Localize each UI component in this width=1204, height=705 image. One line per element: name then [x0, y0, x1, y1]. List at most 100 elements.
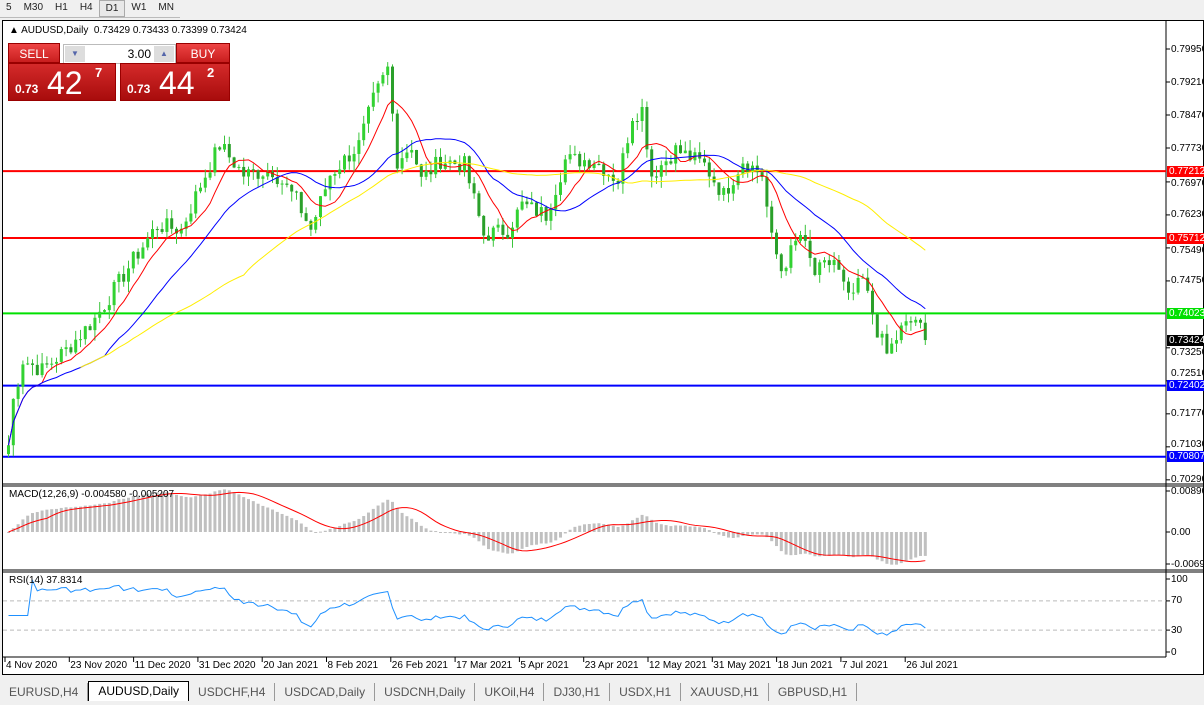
chart-tab[interactable]: USDCNH,Daily: [375, 683, 476, 701]
macd-histogram-bar: [391, 501, 394, 532]
macd-histogram-bar: [592, 523, 596, 532]
macd-histogram-bar: [914, 532, 918, 558]
lot-value[interactable]: 3.00: [127, 47, 151, 61]
candle-body: [823, 260, 826, 263]
macd-histogram-bar: [808, 532, 812, 555]
timeframe-H4[interactable]: H4: [79, 2, 93, 13]
candle-body: [131, 251, 135, 269]
candle-body: [79, 339, 82, 341]
candle-body: [93, 317, 97, 331]
candle-body: [391, 66, 394, 114]
candle-body: [347, 155, 351, 162]
macd-histogram-bar: [645, 516, 649, 532]
macd-histogram-bar: [525, 532, 529, 547]
candle-body: [880, 333, 884, 338]
date-tick-label: 23 Apr 2021: [584, 660, 639, 671]
macd-histogram-bar: [803, 532, 807, 554]
candle-body: [549, 209, 553, 221]
candle-body: [683, 150, 687, 154]
chart-tab[interactable]: USDCHF,H4: [189, 683, 276, 701]
candle-body: [323, 189, 327, 197]
macd-histogram-bar: [856, 532, 860, 557]
collapse-triangle-icon[interactable]: ▲: [9, 25, 22, 36]
date-tick-label: 26 Feb 2021: [391, 660, 448, 671]
chart-title: ▲ AUDUSD,Daily 0.73429 0.73433 0.73399 0…: [9, 25, 247, 36]
timeframe-M30[interactable]: M30: [23, 2, 44, 13]
buy-price-pips: 44: [159, 65, 195, 101]
date-tick-label: 31 May 2021: [713, 660, 772, 671]
timeframe-H1[interactable]: H1: [55, 2, 68, 13]
hline-price-tag: 0.75712: [1167, 232, 1204, 244]
macd-histogram-bar: [203, 494, 207, 532]
candle-body: [559, 182, 562, 195]
lot-decrease-icon[interactable]: ▼: [65, 46, 85, 62]
one-click-trading-panel: SELL ▼ 3.00 ▲ BUY 0.73 42 7 0.73 44 2: [8, 43, 230, 101]
lot-size-input[interactable]: ▼ 3.00 ▲: [63, 44, 176, 64]
timeframe-MN[interactable]: MN: [158, 2, 174, 13]
candle-body: [7, 445, 10, 455]
macd-histogram-bar: [847, 532, 850, 557]
macd-histogram-bar: [165, 492, 169, 532]
macd-histogram-bar: [832, 532, 836, 555]
macd-histogram-bar: [45, 509, 49, 532]
timeframe-D1[interactable]: D1: [98, 0, 126, 17]
macd-histogram-bar: [640, 514, 644, 532]
macd-histogram-bar: [251, 501, 255, 532]
price-tick-label: 0.71770: [1171, 408, 1204, 420]
price-tick-label: 0.72510: [1171, 368, 1204, 380]
macd-histogram-bar: [688, 526, 692, 532]
ma-yellow-line: [80, 161, 926, 368]
macd-histogram-bar: [74, 506, 78, 532]
macd-histogram-bar: [131, 495, 135, 532]
buy-button[interactable]: BUY: [176, 43, 230, 63]
macd-histogram-bar: [155, 492, 159, 532]
macd-histogram-bar: [506, 532, 510, 554]
timeframe-W1[interactable]: W1: [131, 2, 147, 13]
candle-body: [31, 363, 34, 365]
candle-body: [419, 164, 423, 177]
lot-increase-icon[interactable]: ▲: [154, 46, 174, 62]
candle-body: [890, 343, 894, 354]
chart-tab[interactable]: XAUUSD,H1: [681, 683, 769, 701]
macd-histogram-bar: [827, 532, 831, 556]
chart-tab[interactable]: GBPUSD,H1: [769, 683, 858, 701]
timeframe-5[interactable]: 5: [6, 2, 12, 13]
candle-body: [736, 174, 740, 186]
candle-body: [381, 75, 385, 84]
macd-histogram-bar: [343, 523, 346, 532]
candle-body: [837, 260, 841, 270]
macd-histogram-bar: [213, 491, 217, 532]
timeframe-toolbar: 5 M30 H1 H4 D1 W1 MN: [0, 0, 180, 18]
macd-histogram-bar: [256, 503, 260, 532]
candle-body: [578, 153, 582, 167]
chart-tab[interactable]: USDCAD,Daily: [275, 683, 376, 701]
macd-histogram-bar: [568, 529, 572, 532]
chart-window[interactable]: ▲ AUDUSD,Daily 0.73429 0.73433 0.73399 0…: [2, 20, 1204, 675]
buy-price[interactable]: 0.73 44 2: [120, 63, 230, 101]
ma-blue-line: [8, 138, 926, 446]
macd-histogram-bar: [309, 530, 313, 532]
macd-histogram-bar: [794, 532, 798, 555]
chart-tab[interactable]: AUDUSD,Daily: [88, 681, 190, 701]
chart-tab[interactable]: USDX,H1: [610, 683, 682, 701]
candle-body: [616, 180, 620, 184]
chart-canvas[interactable]: [3, 21, 1204, 676]
chart-tab[interactable]: DJ30,H1: [544, 683, 611, 701]
candle-body: [16, 386, 20, 399]
macd-histogram-bar: [866, 532, 870, 556]
candle-body: [256, 170, 260, 179]
hline-price-tag: 0.74023: [1167, 307, 1204, 319]
macd-histogram-bar: [381, 502, 385, 532]
chart-tab[interactable]: EURUSD,H4: [0, 683, 89, 701]
candle-body: [290, 184, 294, 192]
sell-price[interactable]: 0.73 42 7: [8, 63, 116, 101]
macd-histogram-bar: [554, 532, 558, 541]
macd-histogram-bar: [650, 519, 654, 532]
candle-body: [635, 120, 639, 122]
candle-body: [746, 163, 750, 173]
price-tick-label: 0.71030: [1171, 439, 1204, 451]
candle-body: [919, 319, 922, 323]
chart-tab[interactable]: UKOil,H4: [475, 683, 545, 701]
candle-body: [88, 326, 92, 331]
sell-button[interactable]: SELL: [8, 43, 60, 63]
